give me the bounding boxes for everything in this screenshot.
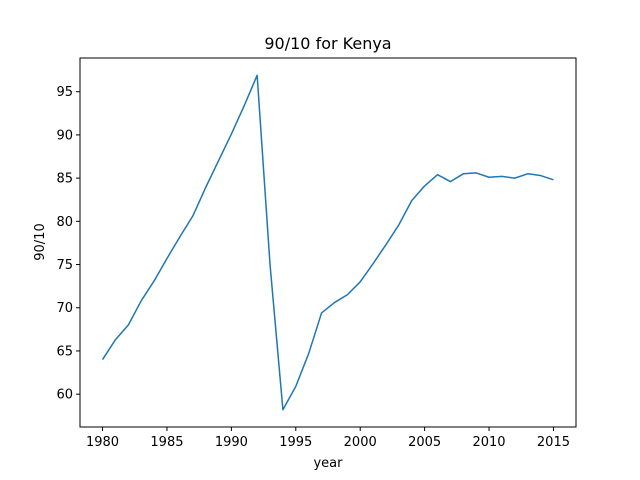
x-tick-label: 1990 <box>215 435 248 450</box>
x-tick-label: 1985 <box>150 435 183 450</box>
x-tick-label: 2010 <box>472 435 505 450</box>
y-tick-label: 65 <box>56 344 73 359</box>
plot-frame <box>79 57 577 428</box>
y-tick-label: 80 <box>56 215 73 230</box>
x-tick-label: 1995 <box>279 435 312 450</box>
chart-title: 90/10 for Kenya <box>264 34 391 53</box>
x-tick-label: 1980 <box>86 435 119 450</box>
x-axis-ticks: 1980 1985 1990 1995 2000 2005 2010 2015 <box>86 427 570 450</box>
x-tick-label: 2005 <box>408 435 441 450</box>
x-axis-label: year <box>313 456 343 471</box>
x-tick-label: 2000 <box>344 435 377 450</box>
y-tick-label: 95 <box>56 85 73 100</box>
y-tick-label: 90 <box>56 128 73 143</box>
y-axis-ticks: 60 65 70 75 80 85 90 95 <box>56 85 80 403</box>
x-tick-label: 2015 <box>537 435 570 450</box>
y-tick-label: 75 <box>56 258 73 273</box>
y-axis-label: 90/10 <box>33 223 48 260</box>
series-line <box>101 74 554 411</box>
y-tick-label: 85 <box>56 172 73 187</box>
y-tick-label: 70 <box>56 301 73 316</box>
y-tick-label: 60 <box>56 388 73 403</box>
